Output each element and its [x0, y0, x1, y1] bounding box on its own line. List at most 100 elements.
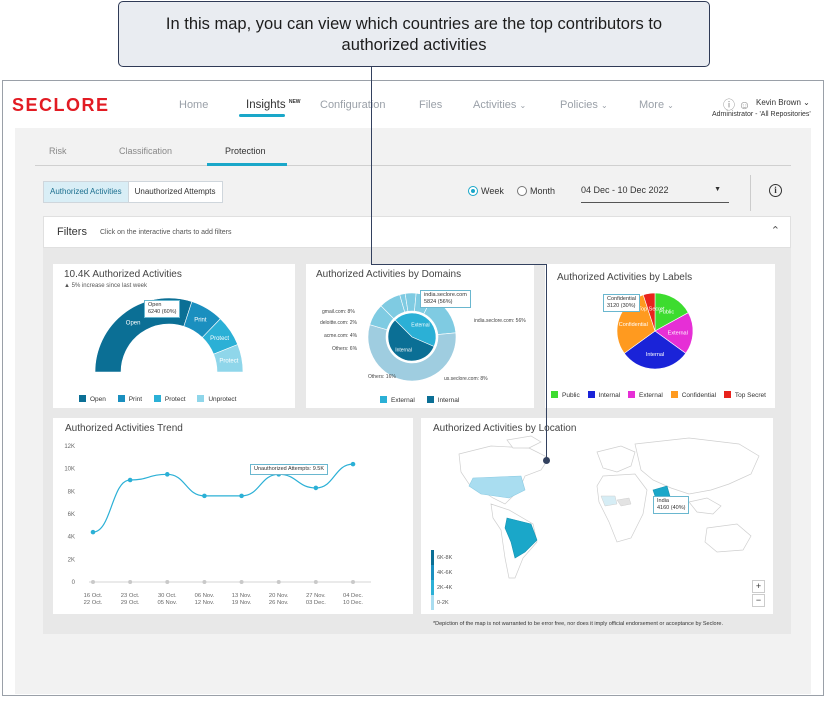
map-zoom-controls: + − — [752, 580, 765, 608]
legend-swatch — [628, 391, 636, 398]
pie-slice-label: External — [668, 330, 688, 336]
legend-internal[interactable]: Internal — [426, 396, 459, 404]
domain-outer-slice[interactable] — [367, 324, 457, 382]
label-slice-internal[interactable] — [623, 330, 687, 370]
scale-row[interactable]: 6K-8K — [431, 550, 471, 565]
domains-legend: External Internal — [380, 396, 469, 404]
legend-protect[interactable]: Protect — [153, 395, 186, 403]
legend-unprotect[interactable]: Unprotect — [197, 395, 237, 403]
user-avatar-icon[interactable]: ☺ — [738, 98, 751, 112]
map-africa[interactable] — [596, 473, 648, 543]
filters-panel: Filters Click on the interactive charts … — [43, 216, 791, 248]
unauthorized-attempts-toggle[interactable]: Unauthorized Attempts — [134, 187, 216, 196]
domain-inner-slice-external[interactable] — [394, 312, 437, 347]
donut-slice-unprotect[interactable] — [213, 344, 244, 373]
trend-point[interactable] — [127, 477, 133, 483]
zoom-out-button[interactable]: − — [752, 594, 765, 607]
map-disclaimer: *Depiction of the map is not warranted t… — [433, 621, 724, 627]
week-label: Week — [481, 186, 504, 196]
legend-top-secret[interactable]: Top Secret — [723, 391, 766, 399]
x-tick-marker — [313, 580, 318, 584]
map-north-africa[interactable] — [616, 497, 632, 507]
x-tick-label: 30 Oct. — [158, 593, 177, 599]
week-radio[interactable]: Week — [468, 186, 504, 196]
chart-tooltip: Unauthorized Attempts: 9.5K — [250, 464, 329, 475]
scale-row[interactable]: 0-2K — [431, 595, 471, 610]
scale-label: 4K-6K — [437, 569, 453, 576]
trend-point[interactable] — [90, 529, 96, 535]
legend-swatch — [380, 396, 387, 403]
legend-label: External — [639, 392, 663, 399]
trend-point[interactable] — [239, 493, 244, 499]
info-icon[interactable]: i — [769, 184, 782, 197]
nav-home[interactable]: Home — [179, 99, 208, 111]
month-radio[interactable]: Month — [517, 186, 555, 196]
outer-slice-label: Others: 6% — [332, 346, 358, 352]
tab-risk[interactable]: Risk — [49, 146, 67, 156]
legend-open[interactable]: Open — [79, 395, 106, 403]
nav-activities[interactable]: Activities ⌄ — [473, 99, 526, 111]
help-icon[interactable]: ⓘ — [723, 98, 736, 112]
map-west-africa[interactable] — [600, 495, 618, 507]
label-slice-top-secret[interactable] — [642, 292, 656, 332]
labels-pie-chart[interactable]: Public External Internal Confidential Top Se… — [545, 264, 791, 408]
legend-external[interactable]: External — [628, 391, 663, 399]
world-map[interactable] — [421, 418, 773, 614]
seclore-logo[interactable]: SECLORE — [12, 95, 110, 115]
legend-external[interactable]: External — [380, 396, 415, 404]
nav-insights[interactable]: Insights NEW — [246, 99, 301, 111]
activities-donut-chart[interactable]: Open Print Protect Protect — [53, 264, 295, 408]
outer-slice-label: us.seclore.com: 8% — [444, 376, 488, 382]
legend-confidential[interactable]: Confidential — [670, 391, 716, 399]
filters-title: Filters — [57, 226, 87, 238]
nav-configuration[interactable]: Configuration — [320, 99, 385, 111]
x-tick-label: 22 Oct. — [84, 600, 103, 606]
map-brazil[interactable] — [504, 517, 538, 559]
map-greenland[interactable] — [506, 435, 542, 449]
trend-point[interactable] — [202, 493, 207, 499]
x-tick-label: 20 Nov. — [269, 593, 289, 599]
scale-row[interactable]: 4K-6K — [431, 565, 471, 580]
x-tick-label: 04 Dec. — [343, 593, 363, 599]
y-tick-label: 12K — [64, 444, 75, 450]
trend-point[interactable] — [164, 472, 170, 477]
map-asia[interactable] — [634, 437, 760, 495]
legend-label: External — [391, 397, 415, 404]
zoom-in-button[interactable]: + — [752, 580, 765, 593]
nav-files[interactable]: Files — [419, 99, 442, 111]
x-tick-label: 12 Nov. — [195, 600, 215, 606]
scale-row[interactable]: 2K-4K — [431, 580, 471, 595]
authorized-activities-toggle[interactable]: Authorized Activities — [44, 182, 129, 202]
nav-more[interactable]: More ⌄ — [639, 99, 674, 111]
caret-down-icon: ▼ — [714, 186, 721, 193]
scale-swatch — [431, 580, 434, 595]
user-name[interactable]: Kevin Brown ⌄ — [756, 98, 810, 107]
label-slice-external[interactable] — [654, 312, 694, 354]
legend-public[interactable]: Public — [551, 391, 580, 399]
legend-internal[interactable]: Internal — [587, 391, 620, 399]
trend-point[interactable] — [350, 461, 356, 467]
domain-outer-slice[interactable] — [369, 305, 395, 331]
domain-inner-slice-internal[interactable] — [387, 319, 435, 362]
callout-box: In this map, you can view which countrie… — [118, 1, 710, 67]
nav-home-label: Home — [179, 99, 209, 111]
map-united-states[interactable] — [468, 475, 526, 499]
domains-sunburst-chart[interactable]: External Internal gmail.com: 8% deloitte.co… — [306, 264, 534, 408]
outer-slice-label: Others: 16% — [368, 374, 396, 380]
date-range-select[interactable]: 04 Dec - 10 Dec 2022 ▼ — [581, 185, 729, 203]
callout-connector — [546, 264, 547, 460]
tab-protection[interactable]: Protection — [225, 146, 266, 156]
collapse-chevron-icon[interactable]: ⌃ — [770, 225, 780, 237]
x-tick-label: 26 Nov. — [269, 600, 289, 606]
tab-classification[interactable]: Classification — [119, 146, 173, 156]
trend-line-chart[interactable]: 0 2K 4K 6K 8K 10K 12K 16 Oct.22 Oct. 23 Oct.29 O… — [53, 418, 413, 614]
trend-point[interactable] — [313, 485, 319, 491]
nav-policies[interactable]: Policies ⌄ — [560, 99, 608, 111]
map-southeast-asia[interactable] — [688, 497, 722, 515]
map-europe[interactable] — [596, 445, 636, 473]
legend-print[interactable]: Print — [117, 395, 142, 403]
map-australia[interactable] — [704, 523, 752, 553]
legend-swatch — [153, 395, 161, 402]
legend-swatch — [79, 395, 86, 402]
